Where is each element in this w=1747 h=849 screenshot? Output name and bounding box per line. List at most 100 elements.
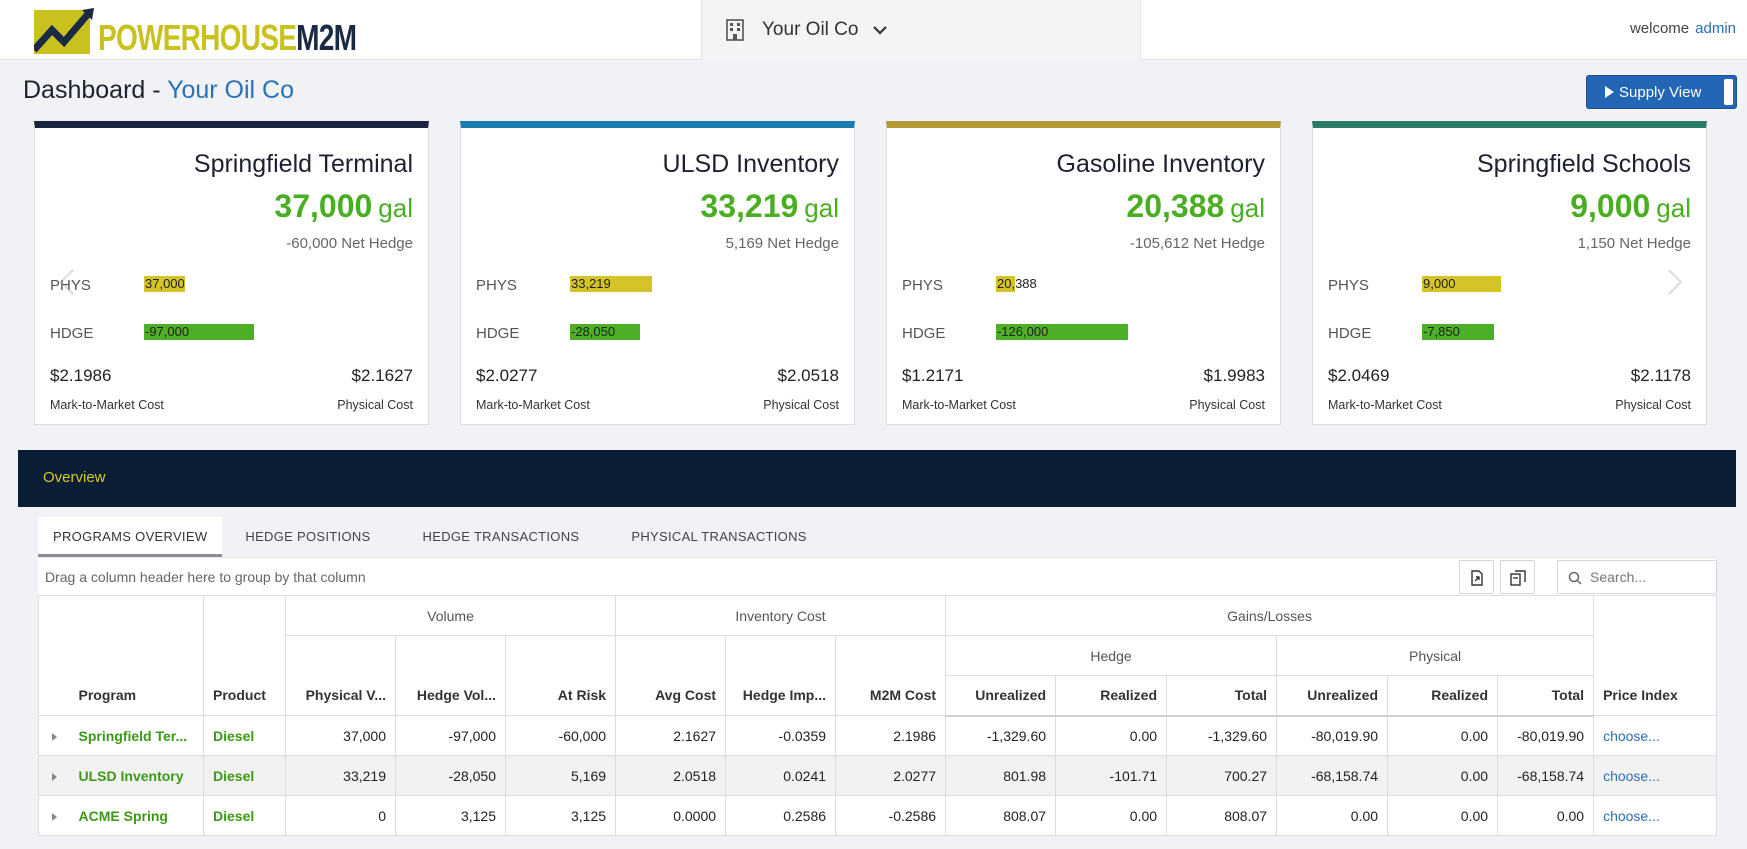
group-panel-hint[interactable]: Drag a column header here to group by th… (45, 569, 366, 585)
cell-m2m-cost: 2.0277 (835, 755, 947, 796)
column-header-physical-volume[interactable]: Physical V... (285, 635, 396, 716)
company-selector[interactable]: Your Oil Co (701, 0, 1141, 60)
column-header-avg-cost[interactable]: Avg Cost (615, 635, 727, 716)
m2m-cost-label: Mark-to-Market Cost (476, 398, 590, 412)
card-volume: 37,000 gal (274, 188, 413, 225)
column-header-hedge-realized[interactable]: Realized (1055, 675, 1168, 717)
grid-search[interactable] (1557, 560, 1717, 594)
row-expand-button[interactable] (38, 795, 70, 836)
title-separator: - (145, 76, 168, 104)
card-net-hedge: 5,169 Net Hedge (725, 235, 839, 252)
cell-program: ACME Spring (69, 795, 204, 836)
column-chooser-button[interactable] (1500, 560, 1535, 594)
physical-cost-label: Physical Cost (763, 398, 839, 412)
card-volume-value: 9,000 (1570, 188, 1651, 224)
column-header-hedge-impact[interactable]: Hedge Imp... (725, 635, 837, 716)
cell-at-risk: 5,169 (504, 755, 617, 796)
row-expand-button[interactable] (38, 755, 70, 796)
physical-cost-value: $2.0518 (777, 366, 839, 385)
hdge-label: HDGE (1328, 325, 1372, 342)
programs-grid: Program Product Volume Inventory Cost Ga… (38, 595, 1718, 836)
cell-hedge-volume: 3,125 (395, 795, 506, 836)
cell-product: Diesel (203, 795, 286, 836)
card-net-hedge: -60,000 Net Hedge (286, 235, 413, 252)
summary-card[interactable]: Springfield Terminal 37,000 gal -60,000 Net… (34, 121, 429, 425)
welcome-label: welcome (1629, 20, 1690, 37)
card-volume-unit: gal (1230, 193, 1265, 223)
cell-hedge-total: 700.27 (1166, 755, 1278, 796)
cell-avg-cost: 2.1627 (615, 715, 727, 756)
cell-m2m-cost: -0.2586 (835, 795, 947, 836)
column-header-at-risk[interactable]: At Risk (504, 635, 617, 716)
logo[interactable]: POWERHOUSEM2M (34, 4, 357, 58)
page-title: Dashboard - Your Oil Co (23, 76, 294, 105)
cell-price-index[interactable]: choose... (1593, 755, 1718, 796)
caret-right-icon (51, 812, 57, 821)
cell-hedge-realized: 0.00 (1055, 795, 1168, 836)
cell-physical-unrealized: -68,158.74 (1276, 755, 1389, 796)
cell-hedge-total: -1,329.60 (1166, 715, 1278, 756)
column-header-m2m-cost[interactable]: M2M Cost (835, 635, 947, 716)
export-button[interactable] (1459, 560, 1494, 594)
table-row[interactable]: ACME Spring Diesel 0 3,125 3,125 0.0000 0.2586… (38, 795, 1718, 836)
column-header-hedge-unrealized[interactable]: Unrealized (945, 675, 1057, 717)
group-header-volume: Volume (284, 595, 617, 636)
search-input[interactable] (1590, 561, 1710, 593)
carousel-prev-icon[interactable] (59, 268, 75, 296)
table-row[interactable]: ULSD Inventory Diesel 33,219 -28,050 5,169 2.… (38, 755, 1718, 796)
cell-hedge-total: 808.07 (1166, 795, 1278, 836)
phys-bar: 20,388 (996, 276, 1037, 292)
card-net-hedge: 1,150 Net Hedge (1577, 235, 1691, 252)
hdge-label: HDGE (902, 325, 946, 342)
summary-card[interactable]: Springfield Schools 9,000 gal 1,150 Net Hed… (1312, 121, 1707, 425)
hdge-bar: -97,000 (144, 324, 254, 340)
logo-text: POWERHOUSEM2M (98, 17, 357, 58)
user-link[interactable]: admin (1695, 20, 1736, 37)
summary-card[interactable]: ULSD Inventory 33,219 gal 5,169 Net Hedge PH… (460, 121, 855, 425)
physical-cost-label: Physical Cost (337, 398, 413, 412)
cell-hedge-unrealized: 801.98 (945, 755, 1057, 796)
column-header-price-index[interactable]: Price Index (1593, 595, 1718, 716)
building-icon (726, 19, 744, 41)
caret-right-icon (51, 772, 57, 781)
cell-price-index[interactable]: choose... (1593, 795, 1718, 836)
supply-view-button[interactable]: Supply View (1586, 75, 1737, 109)
column-header-hedge-total[interactable]: Total (1166, 675, 1278, 717)
physical-cost-label: Physical Cost (1615, 398, 1691, 412)
summary-card[interactable]: Gasoline Inventory 20,388 gal -105,612 Net … (886, 121, 1281, 425)
physical-cost-value: $1.9983 (1203, 366, 1265, 385)
carousel-next-icon[interactable] (1667, 268, 1683, 296)
tab-hedge-positions[interactable]: HEDGE POSITIONS (245, 529, 371, 544)
supply-view-label: Supply View (1619, 83, 1702, 101)
column-header-program[interactable]: Program (69, 595, 204, 716)
column-header-product[interactable]: Product (203, 595, 286, 716)
cell-program: Springfield Ter... (69, 715, 204, 756)
card-volume-unit: gal (804, 193, 839, 223)
cell-hedge-volume: -28,050 (395, 755, 506, 796)
phys-label: PHYS (50, 277, 91, 294)
hdge-label: HDGE (50, 325, 94, 342)
tab-hedge-transactions[interactable]: HEDGE TRANSACTIONS (422, 529, 580, 544)
cell-physical-total: 0.00 (1497, 795, 1595, 836)
cell-product: Diesel (203, 715, 286, 756)
cell-hedge-impact: -0.0359 (725, 715, 837, 756)
hdge-bar: -28,050 (570, 324, 640, 340)
play-icon (1605, 86, 1614, 98)
card-volume-value: 37,000 (274, 188, 373, 224)
column-header-physical-realized[interactable]: Realized (1387, 675, 1499, 717)
column-header-physical-total[interactable]: Total (1497, 675, 1595, 717)
tab-programs-overview[interactable]: PROGRAMS OVERVIEW (38, 517, 223, 557)
export-file-icon (1471, 570, 1483, 586)
cell-hedge-unrealized: 808.07 (945, 795, 1057, 836)
column-header-physical-unrealized[interactable]: Unrealized (1276, 675, 1389, 717)
tab-physical-transactions[interactable]: PHYSICAL TRANSACTIONS (631, 529, 807, 544)
table-row[interactable]: Springfield Ter... Diesel 37,000 -97,000 -60… (38, 715, 1718, 756)
hdge-bar: -126,000 (996, 324, 1128, 340)
hdge-bar: -7,850 (1422, 324, 1494, 340)
row-expand-button[interactable] (38, 715, 70, 756)
card-title: Springfield Schools (1476, 150, 1691, 178)
caret-right-icon (51, 732, 57, 741)
m2m-cost-value: $2.0469 (1328, 366, 1390, 385)
cell-price-index[interactable]: choose... (1593, 715, 1718, 756)
column-header-hedge-volume[interactable]: Hedge Vol... (395, 635, 506, 716)
